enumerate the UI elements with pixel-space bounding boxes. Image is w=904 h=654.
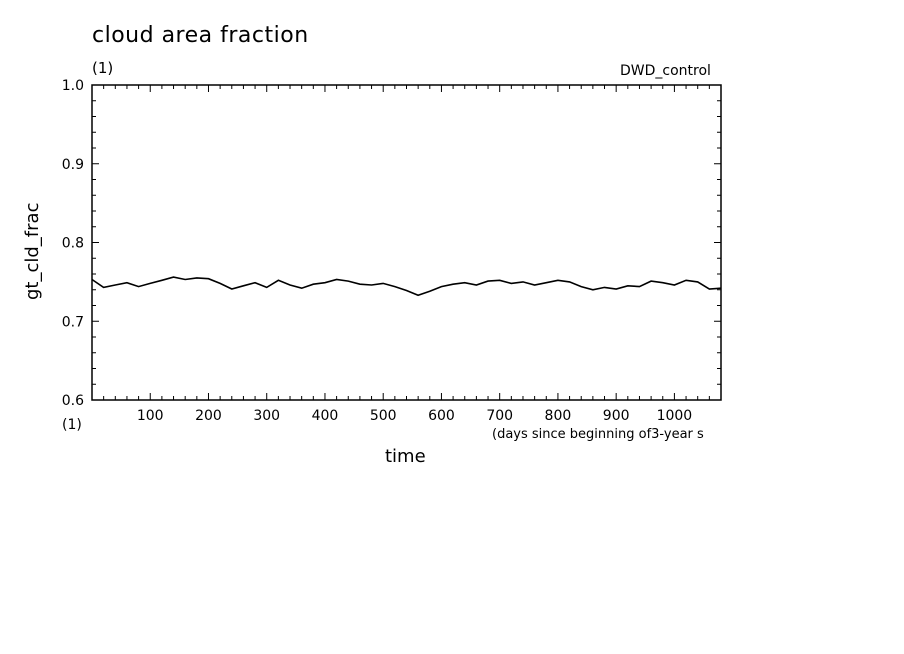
- chart-title: cloud area fraction: [92, 23, 309, 48]
- tick-labels: 100 200 300 400 500 600 700 800 900 1000 0.6 0.7 0.8…: [62, 78, 692, 424]
- axis-ticks: [92, 85, 721, 400]
- series-group: [91, 276, 722, 297]
- title-unit: (1): [92, 59, 114, 77]
- y-tick-label: 0.6: [62, 393, 84, 409]
- x-tick-label: 400: [312, 408, 339, 424]
- x-tick-label: 600: [428, 408, 455, 424]
- y-tick-label: 1.0: [62, 78, 84, 94]
- series-line: [91, 276, 722, 297]
- y-tick-label: 0.8: [62, 236, 84, 252]
- x-tick-label: 200: [195, 408, 222, 424]
- y-tick-label: 0.9: [62, 157, 84, 173]
- x-tick-label: 1000: [657, 408, 693, 424]
- y-tick-label: 0.7: [62, 314, 84, 330]
- x-axis-label: time: [385, 446, 426, 467]
- plot-frame: [91, 84, 722, 401]
- x-tick-label: 500: [370, 408, 397, 424]
- x-axis-unit: (1): [62, 417, 82, 433]
- experiment-label: DWD_control: [620, 63, 711, 79]
- x-axis-note: (days since beginning of3-year s: [492, 427, 704, 442]
- x-tick-label: 900: [603, 408, 630, 424]
- x-tick-label: 100: [137, 408, 164, 424]
- x-tick-label: 800: [545, 408, 572, 424]
- x-tick-label: 700: [486, 408, 513, 424]
- x-tick-label: 300: [253, 408, 280, 424]
